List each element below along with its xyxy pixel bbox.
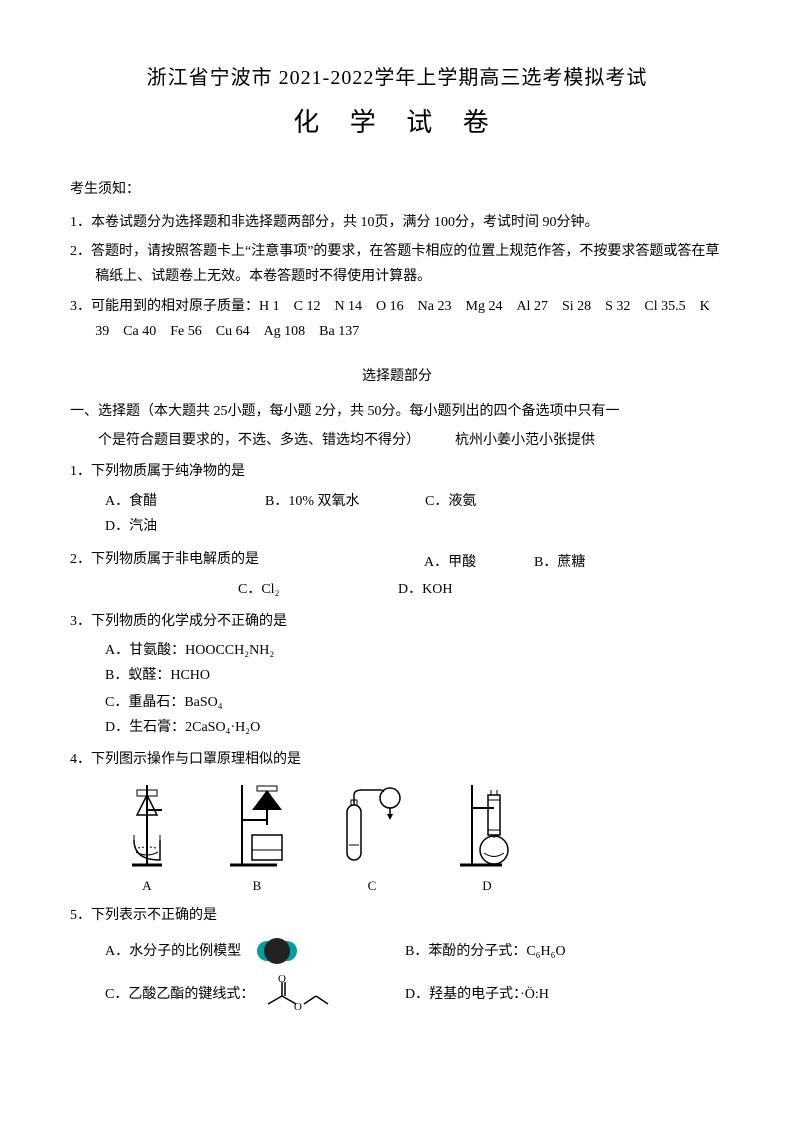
q2-opt-a: A．甲酸: [424, 550, 524, 575]
title-line-2: 化 学 试 卷: [70, 100, 724, 147]
notice-item-1: 1．本卷试题分为选择题和非选择题两部分，共 10页，满分 100分，考试时间 9…: [70, 210, 724, 235]
q5-opt-b: B．苯酚的分子式：C₆H₆O: [405, 939, 705, 964]
q1-options: A．食醋 B．10% 双氧水 C．液氨 D．汽油: [70, 489, 724, 539]
apparatus-c-icon: [332, 780, 412, 870]
q3-opt-c: C．重晶石：BaSO₄: [105, 690, 405, 715]
q5-options: A．水分子的比例模型 B．苯酚的分子式：C₆H₆O C．乙酸乙酯的键线式： O …: [70, 934, 724, 1014]
q3-opt-b: B．蚁醛：HCHO: [105, 663, 405, 688]
q3-options-row1: A．甘氨酸：HOOCCH₂NH₂ B．蚁醛：HCHO: [70, 638, 724, 688]
q3-opt-a: A．甘氨酸：HOOCCH₂NH₂: [105, 638, 405, 663]
q1-opt-b: B．10% 双氧水: [265, 489, 415, 514]
q1-opt-d: D．汽油: [105, 514, 255, 539]
q5-opt-c: C．乙酸乙酯的键线式： O O: [105, 974, 405, 1014]
q2-options-row2: C．Cl₂ D．KOH: [70, 577, 724, 602]
q3-stem: 3．下列物质的化学成分不正确的是: [70, 609, 724, 634]
section-instruction-1: 一、选择题（本大题共 25小题，每小题 2分，共 50分。每小题列出的四个备选项…: [70, 399, 724, 424]
svg-text:O: O: [278, 974, 286, 985]
title-line-1: 浙江省宁波市 2021-2022学年上学期高三选考模拟考试: [70, 60, 724, 96]
q5-opt-d-text: D．羟基的电子式：·Ö:H: [405, 982, 549, 1007]
q4-label-b: B: [253, 878, 262, 893]
section-instruction-2: 个是符合题目要求的，不选、多选、错选均不得分） 杭州小姜小范小张提供: [70, 428, 724, 453]
section-heading: 选择题部分: [70, 364, 724, 389]
q2-opt-c: C．Cl₂: [238, 577, 388, 602]
q5-stem: 5．下列表示不正确的是: [70, 903, 724, 928]
ester-skeleton-icon: O O: [260, 974, 330, 1014]
water-model-icon: [247, 934, 307, 968]
svg-text:O: O: [294, 1001, 302, 1013]
q4-label-d: D: [482, 878, 491, 893]
notice-item-3: 3．可能用到的相对原子质量：H 1 C 12 N 14 O 16 Na 23 M…: [70, 294, 724, 344]
apparatus-a-icon: [112, 780, 182, 870]
q5-opt-a-text: A．水分子的比例模型: [105, 939, 241, 964]
q2-stem-text: 2．下列物质属于非电解质的是: [70, 552, 259, 567]
notice-item-2: 2．答题时，请按照答题卡上“注意事项”的要求，在答题卡相应的位置上规范作答，不按…: [70, 239, 724, 289]
q2-opt-d: D．KOH: [398, 577, 548, 602]
q4-fig-d: D: [452, 780, 522, 897]
q1-opt-c: C．液氨: [425, 489, 575, 514]
q1-stem: 1．下列物质属于纯净物的是: [70, 459, 724, 484]
q5-opt-d: D．羟基的电子式：·Ö:H: [405, 982, 705, 1007]
apparatus-b-icon: [222, 780, 292, 870]
q5-opt-b-text: B．苯酚的分子式：C₆H₆O: [405, 939, 566, 964]
q4-label-c: C: [368, 878, 377, 893]
q5-opt-a: A．水分子的比例模型: [105, 934, 405, 968]
q4-fig-c: C: [332, 780, 412, 897]
q5-opt-c-text: C．乙酸乙酯的键线式：: [105, 982, 254, 1007]
q2-opt-b: B．蔗糖: [534, 550, 634, 575]
q3-options-row2: C．重晶石：BaSO₄ D．生石膏：2CaSO₄·H₂O: [70, 690, 724, 740]
apparatus-d-icon: [452, 780, 522, 870]
q3-opt-d: D．生石膏：2CaSO₄·H₂O: [105, 715, 405, 740]
q4-figures: A B C: [70, 780, 724, 897]
q4-stem: 4．下列图示操作与口罩原理相似的是: [70, 747, 724, 772]
q1-opt-a: A．食醋: [105, 489, 255, 514]
q2-stem: 2．下列物质属于非电解质的是: [70, 547, 259, 572]
q4-fig-b: B: [222, 780, 292, 897]
q4-label-a: A: [142, 878, 151, 893]
q4-fig-a: A: [112, 780, 182, 897]
notice-heading: 考生须知：: [70, 177, 724, 202]
